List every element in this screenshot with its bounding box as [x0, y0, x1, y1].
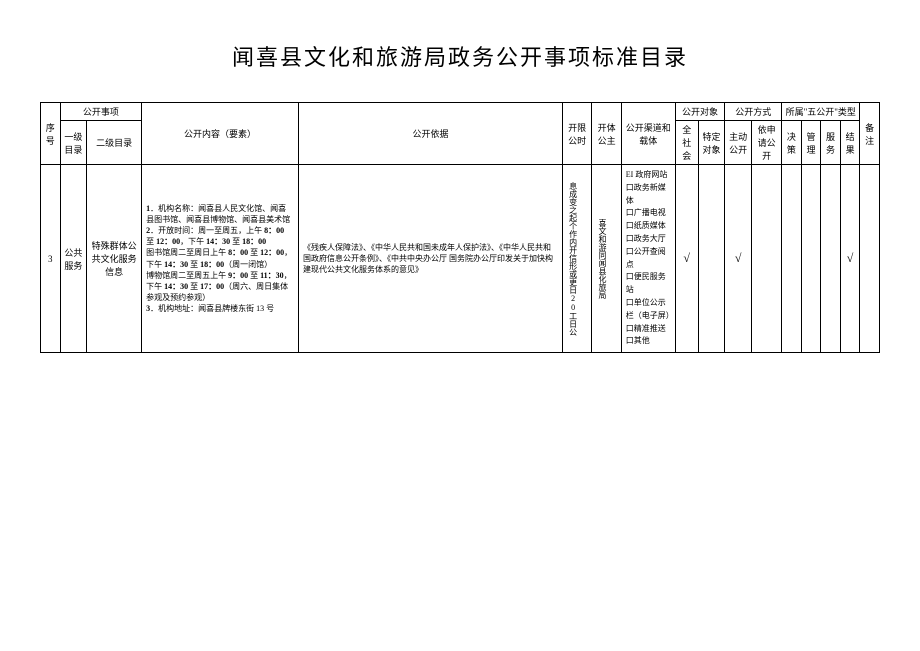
header-manage: 管理 [801, 121, 821, 165]
header-content: 公开内容（要素） [142, 103, 299, 165]
header-five-open: 所属"五公开"类型 [782, 103, 860, 121]
cell-decision [782, 165, 802, 353]
cell-channel: EI 政府网站口政务新媒体 口广播电视口纸质媒体 口政务大厅口公开查阅点 口便民… [621, 165, 675, 353]
header-open-items: 公开事项 [60, 103, 142, 121]
header-active: 主动公开 [725, 121, 752, 165]
header-result: 结果 [840, 121, 860, 165]
header-specific: 特定对象 [698, 121, 725, 165]
header-all-society: 全社会 [675, 121, 698, 165]
cell-manage [801, 165, 821, 353]
header-on-request: 依申请公开 [752, 121, 782, 165]
header-channel: 公开渠道和载体 [621, 103, 675, 165]
cell-result: √ [840, 165, 860, 353]
table-row: 3 公共服务 特殊群体公共文化服务信息 1．机构名称：闻喜县人民文化馆、闻喜县图… [41, 165, 880, 353]
header-level1: 一级目录 [60, 121, 87, 165]
header-decision: 决策 [782, 121, 802, 165]
disclosure-table: 序号 公开事项 公开内容（要素） 公开依据 开限公时 开体公主 公开渠道和载体 … [40, 102, 880, 353]
cell-content: 1．机构名称：闻喜县人民文化馆、闻喜县图书馆、闻喜县博物馆、闻喜县美术馆 2．开… [142, 165, 299, 353]
cell-seq: 3 [41, 165, 61, 353]
cell-level1: 公共服务 [60, 165, 87, 353]
header-service: 服务 [821, 121, 841, 165]
cell-all-society: √ [675, 165, 698, 353]
cell-level2: 特殊群体公共文化服务信息 [87, 165, 142, 353]
header-time-limit: 开限公时 [562, 103, 591, 165]
cell-specific [698, 165, 725, 353]
cell-on-request [752, 165, 782, 353]
cell-subject: 喜文和游同闻县化旅局 [592, 165, 621, 353]
header-target: 公开对象 [675, 103, 725, 121]
cell-active: √ [725, 165, 752, 353]
header-subject: 开体公主 [592, 103, 621, 165]
cell-remark [860, 165, 880, 353]
header-remark: 备注 [860, 103, 880, 165]
header-basis: 公开依据 [298, 103, 562, 165]
page-title: 闻喜县文化和旅游局政务公开事项标准目录 [40, 40, 880, 72]
cell-basis: 《残疾人保障法》、《中华人民共和国未成年人保护法》、《中华人民共和国政府信息公开… [298, 165, 562, 353]
cell-service [821, 165, 841, 353]
header-seq: 序号 [41, 103, 61, 165]
cell-time-limit: 息成变之起个作内开信形或更日20工日公 [562, 165, 591, 353]
header-method: 公开方式 [725, 103, 782, 121]
header-level2: 二级目录 [87, 121, 142, 165]
